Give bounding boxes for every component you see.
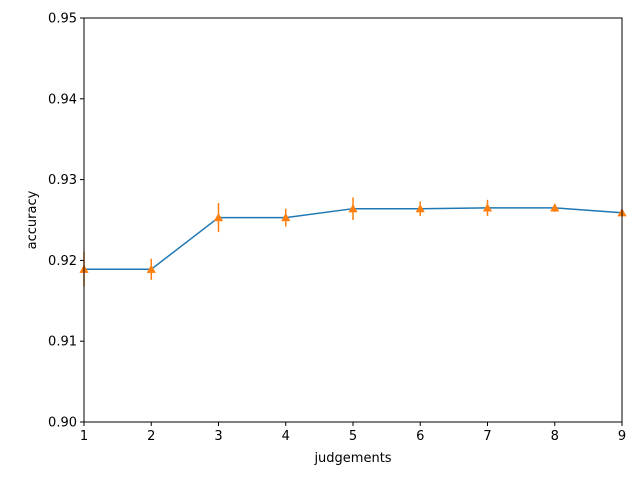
data-point-marker xyxy=(281,212,291,222)
x-tick-label: 6 xyxy=(416,429,424,444)
y-tick-label: 0.91 xyxy=(48,335,77,350)
data-point-marker xyxy=(550,203,560,212)
y-tick-label: 0.95 xyxy=(48,12,77,27)
accuracy-errorbar-series xyxy=(79,197,627,287)
x-axis: 1 2 3 4 5 6 7 8 9 xyxy=(80,422,626,444)
x-axis-label: judgements xyxy=(313,451,391,466)
plot-frame xyxy=(83,17,623,423)
x-tick-label: 3 xyxy=(214,429,222,444)
y-tick-label: 0.90 xyxy=(48,416,77,431)
data-point-marker xyxy=(213,212,224,222)
x-tick-label: 1 xyxy=(80,429,88,444)
data-point-marker xyxy=(348,203,358,213)
x-tick-label: 4 xyxy=(282,429,290,444)
data-point-marker xyxy=(415,203,425,213)
y-tick-label: 0.94 xyxy=(48,92,77,107)
x-tick-label: 5 xyxy=(349,429,357,444)
data-point-marker xyxy=(146,264,156,273)
y-axis: 0.90 0.91 0.92 0.93 0.94 0.95 xyxy=(48,12,84,431)
x-tick-label: 9 xyxy=(618,429,626,444)
y-tick-label: 0.93 xyxy=(48,173,77,188)
data-point-marker xyxy=(482,203,493,212)
y-tick-label: 0.92 xyxy=(48,254,77,269)
x-tick-label: 8 xyxy=(551,429,559,444)
x-tick-label: 7 xyxy=(483,429,491,444)
y-axis-label: accuracy xyxy=(25,190,40,249)
x-tick-label: 2 xyxy=(147,429,155,444)
